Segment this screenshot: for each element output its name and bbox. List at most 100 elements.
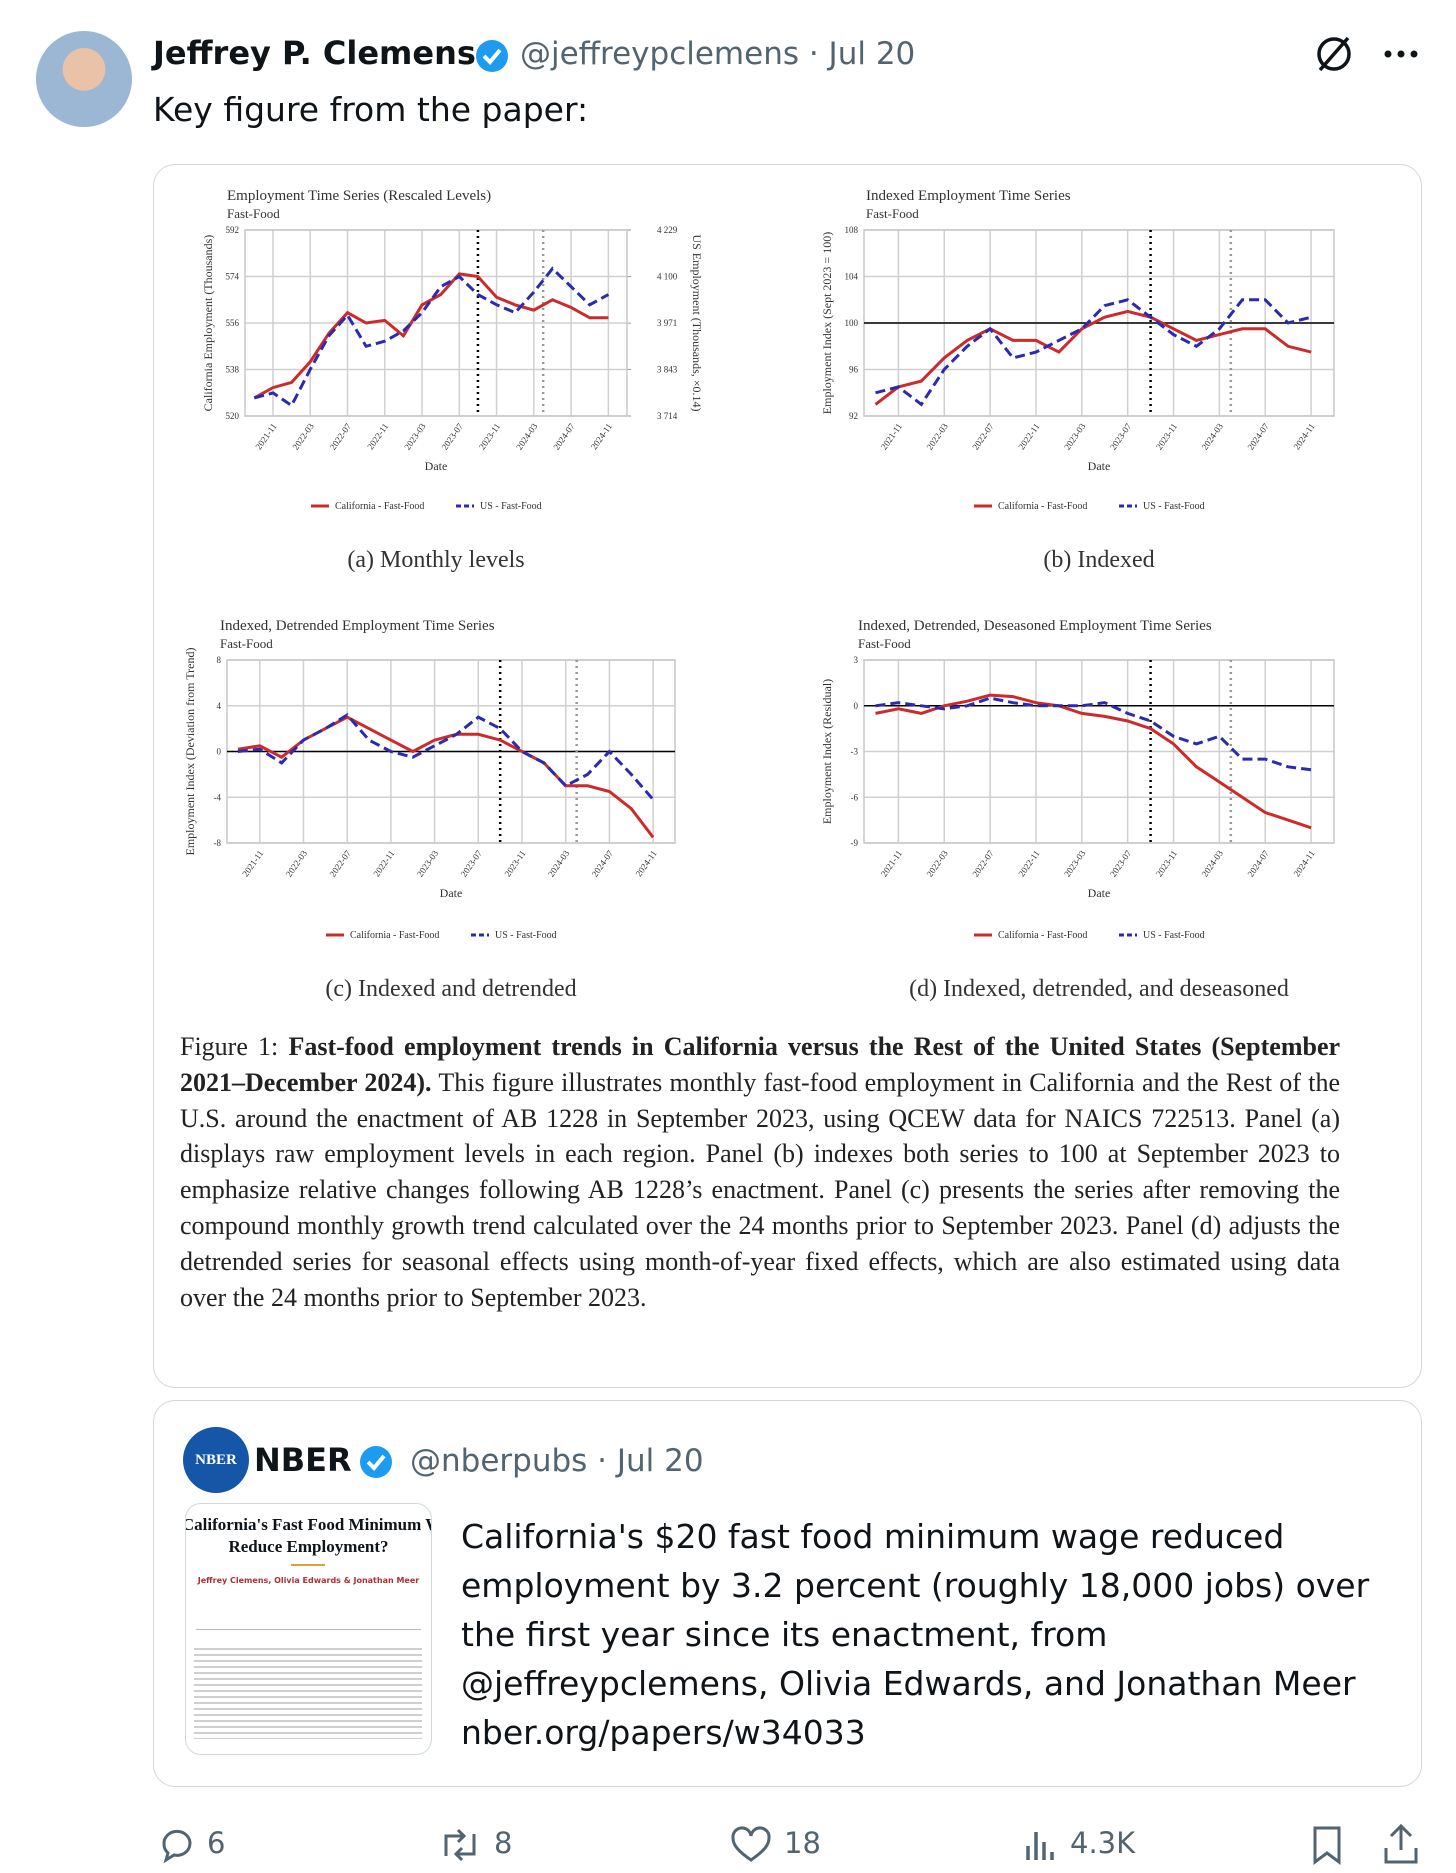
x-tick-label: 2023-03 <box>402 421 428 452</box>
x-tick-label: 2023-11 <box>1154 421 1179 451</box>
x-tick-label: 2023-07 <box>459 848 485 879</box>
y-tick-label: 92 <box>849 411 858 421</box>
legend-label: California - Fast-Food <box>998 501 1087 512</box>
share-icon[interactable] <box>1382 1822 1420 1866</box>
figure-caption: Figure 1: Fast-food employment trends in… <box>180 1029 1340 1315</box>
y-tick-label: 4 <box>217 701 222 711</box>
legend-label: California - Fast-Food <box>350 930 439 941</box>
y-tick-label: 96 <box>849 365 859 375</box>
series-line <box>253 272 609 400</box>
reply-icon[interactable] <box>158 1826 196 1864</box>
panel-caption: (b) Indexed <box>1043 547 1154 573</box>
x-axis-label: Date <box>1088 459 1111 473</box>
legend-label: US - Fast-Food <box>1143 501 1205 512</box>
y-tick-label: 538 <box>226 365 240 375</box>
x-tick-label: 2024-11 <box>589 421 614 451</box>
chart-subtitle: Fast-Food <box>858 636 911 651</box>
repost-icon[interactable] <box>438 1826 482 1864</box>
x-tick-label: 2023-07 <box>1108 421 1134 452</box>
author-name[interactable]: Jeffrey P. Clemens <box>153 34 476 72</box>
quote-author[interactable]: NBER <box>254 1441 352 1479</box>
panel-caption: (c) Indexed and detrended <box>325 976 576 1002</box>
x-tick-label: 2023-03 <box>1062 421 1088 452</box>
y2-axis-label: US Employment (Thousands, ×0.14) <box>690 234 704 411</box>
x-tick-label: 2023-11 <box>477 421 502 451</box>
quote-thumbnail[interactable]: Did California's Fast Food Minimum Wage … <box>185 1503 432 1755</box>
x-tick-label: 2021-11 <box>253 421 278 451</box>
x-tick-label: 2021-11 <box>879 848 904 878</box>
chart-title: Indexed, Detrended Employment Time Serie… <box>220 618 495 634</box>
quote-text: California's $20 fast food minimum wage … <box>461 1512 1406 1757</box>
y-tick-label: -9 <box>851 838 859 848</box>
x-tick-label: 2024-07 <box>551 421 577 452</box>
x-tick-label: 2024-07 <box>590 848 616 879</box>
x-tick-label: 2022-11 <box>1016 848 1041 878</box>
quote-handle[interactable]: @nberpubs · Jul 20 <box>410 1443 704 1479</box>
x-tick-label: 2024-03 <box>514 421 540 452</box>
y-axis-label: Employment Index (Sept 2023 = 100) <box>820 232 834 414</box>
quote-verified <box>360 1446 392 1478</box>
x-tick-label: 2024-11 <box>634 848 659 878</box>
y-tick-label: 0 <box>854 701 859 711</box>
series-line <box>875 298 1312 407</box>
y-tick-label: 592 <box>226 225 240 235</box>
y-tick-label: 108 <box>845 225 859 235</box>
caption-bold: Fast-food employment trends in Californi… <box>180 1032 1341 1097</box>
y-axis-label: California Employment (Thousands) <box>201 235 215 412</box>
quote-card[interactable] <box>153 1400 1422 1787</box>
y-tick-label: 0 <box>217 747 222 757</box>
media-card[interactable] <box>153 164 1422 1388</box>
x-axis-label: Date <box>440 886 463 900</box>
quote-link[interactable]: nber.org/papers/w34033 <box>461 1713 866 1752</box>
tweet-text: Key figure from the paper: <box>153 90 589 129</box>
x-tick-label: 2022-03 <box>924 421 950 452</box>
legend-label: US - Fast-Food <box>480 501 542 512</box>
views-count[interactable]: 4.3K <box>1070 1826 1136 1860</box>
x-tick-label: 2021-11 <box>879 421 904 451</box>
x-tick-label: 2023-11 <box>1154 848 1179 878</box>
reply-count[interactable]: 6 <box>207 1826 226 1860</box>
repost-count[interactable]: 8 <box>494 1826 513 1860</box>
thumb-rule <box>196 1629 421 1630</box>
x-tick-label: 2022-07 <box>327 848 353 879</box>
panel-caption: (d) Indexed, detrended, and deseasoned <box>909 976 1289 1002</box>
chart-subtitle: Fast-Food <box>227 206 280 221</box>
x-tick-label: 2024-11 <box>1292 848 1317 878</box>
x-tick-label: 2022-11 <box>371 848 396 878</box>
x-tick-label: 2023-03 <box>415 848 441 879</box>
x-tick-label: 2022-03 <box>924 848 950 879</box>
y2-tick-label: 3 971 <box>657 318 677 328</box>
chart-subtitle: Fast-Food <box>220 636 273 651</box>
x-tick-label: 2024-07 <box>1245 421 1271 452</box>
x-tick-label: 2022-03 <box>284 848 310 879</box>
chart-subtitle: Fast-Food <box>866 206 919 221</box>
like-count[interactable]: 18 <box>784 1826 821 1860</box>
chart-title: Indexed, Detrended, Deseasoned Employmen… <box>858 618 1212 634</box>
plot-frame <box>863 659 1335 844</box>
x-axis-label: Date <box>425 459 448 473</box>
grok-icon[interactable] <box>1312 32 1356 76</box>
x-tick-label: 2023-07 <box>440 421 466 452</box>
y2-tick-label: 4 229 <box>657 225 678 235</box>
y-tick-label: 8 <box>217 655 222 665</box>
x-tick-label: 2024-07 <box>1245 848 1271 879</box>
handle-date[interactable]: @jeffreypclemens · Jul 20 <box>520 36 916 72</box>
panel-caption: (a) Monthly levels <box>347 547 524 573</box>
x-tick-label: 2022-11 <box>365 421 390 451</box>
y-tick-label: 3 <box>854 655 859 665</box>
x-tick-label: 2024-03 <box>1200 421 1226 452</box>
series-line <box>875 696 1312 772</box>
bookmark-icon[interactable] <box>1310 1824 1344 1866</box>
y-tick-label: -3 <box>851 747 859 757</box>
y-tick-label: 104 <box>845 272 859 282</box>
more-icon[interactable] <box>1380 42 1424 66</box>
like-icon[interactable] <box>730 1826 772 1864</box>
views-icon[interactable] <box>1022 1826 1060 1864</box>
x-tick-label: 2023-03 <box>1062 848 1088 879</box>
y2-tick-label: 3 843 <box>657 364 678 374</box>
quote-logo[interactable]: NBER <box>183 1427 249 1493</box>
avatar[interactable] <box>36 31 132 127</box>
x-tick-label: 2022-03 <box>290 421 316 452</box>
